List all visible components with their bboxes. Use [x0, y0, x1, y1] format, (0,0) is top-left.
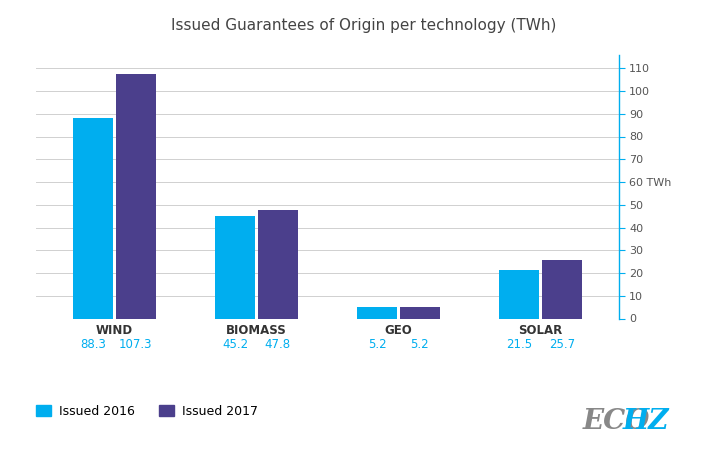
Text: 88.3: 88.3 — [80, 338, 106, 351]
Bar — [74, 118, 113, 318]
Bar — [258, 210, 298, 318]
Bar — [357, 307, 397, 318]
Bar — [215, 216, 255, 318]
Text: 5.2: 5.2 — [368, 338, 387, 351]
Bar — [400, 307, 440, 318]
Bar — [116, 75, 156, 318]
Text: 21.5: 21.5 — [506, 338, 532, 351]
Bar — [499, 269, 539, 318]
Text: HZ: HZ — [622, 408, 669, 435]
Bar — [542, 260, 582, 318]
Text: 107.3: 107.3 — [119, 338, 153, 351]
Text: ECO: ECO — [582, 408, 650, 435]
Text: Issued Guarantees of Origin per technology (TWh): Issued Guarantees of Origin per technolo… — [171, 18, 557, 33]
Text: 25.7: 25.7 — [549, 338, 575, 351]
Text: 45.2: 45.2 — [222, 338, 248, 351]
Text: 47.8: 47.8 — [265, 338, 291, 351]
Text: 5.2: 5.2 — [411, 338, 430, 351]
Legend: Issued 2016, Issued 2017: Issued 2016, Issued 2017 — [31, 400, 263, 423]
